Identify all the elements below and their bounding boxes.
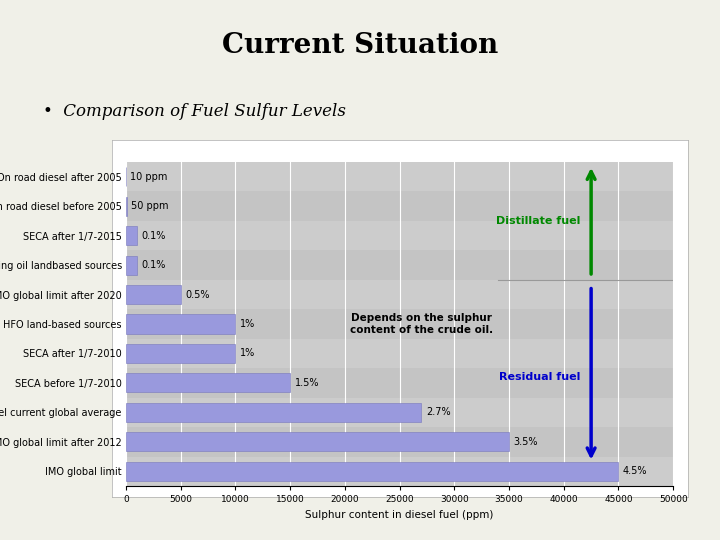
- Text: 2.7%: 2.7%: [426, 407, 451, 417]
- Bar: [126, 309, 673, 339]
- Bar: [126, 221, 673, 251]
- Bar: [126, 226, 137, 245]
- Bar: [126, 456, 673, 486]
- Text: Residual fuel: Residual fuel: [499, 372, 580, 382]
- Bar: [126, 373, 290, 393]
- Bar: [126, 403, 421, 422]
- Bar: [126, 192, 673, 221]
- Text: Distillate fuel: Distillate fuel: [496, 216, 580, 226]
- X-axis label: Sulphur content in diesel fuel (ppm): Sulphur content in diesel fuel (ppm): [305, 510, 494, 519]
- Bar: [126, 162, 673, 192]
- Bar: [126, 427, 673, 456]
- Bar: [126, 255, 137, 275]
- Bar: [126, 432, 509, 451]
- Bar: [126, 344, 235, 363]
- Text: Depends on the sulphur
content of the crude oil.: Depends on the sulphur content of the cr…: [350, 313, 493, 335]
- Bar: [126, 280, 673, 309]
- Text: 3.5%: 3.5%: [513, 437, 538, 447]
- Bar: [126, 368, 673, 397]
- Bar: [126, 251, 673, 280]
- Text: 4.5%: 4.5%: [623, 466, 647, 476]
- Bar: [126, 285, 181, 304]
- Text: 50 ppm: 50 ppm: [131, 201, 168, 211]
- Text: •  Comparison of Fuel Sulfur Levels: • Comparison of Fuel Sulfur Levels: [43, 103, 346, 119]
- Bar: [126, 397, 673, 427]
- Bar: [126, 339, 673, 368]
- Text: 1%: 1%: [240, 319, 255, 329]
- Text: 0.1%: 0.1%: [141, 260, 166, 270]
- Text: 0.1%: 0.1%: [141, 231, 166, 241]
- Text: 10 ppm: 10 ppm: [130, 172, 168, 182]
- Text: Current Situation: Current Situation: [222, 32, 498, 59]
- Text: 1.5%: 1.5%: [294, 378, 319, 388]
- Bar: [126, 314, 235, 334]
- Text: 1%: 1%: [240, 348, 255, 359]
- Text: 0.5%: 0.5%: [185, 289, 210, 300]
- Bar: [126, 462, 618, 481]
